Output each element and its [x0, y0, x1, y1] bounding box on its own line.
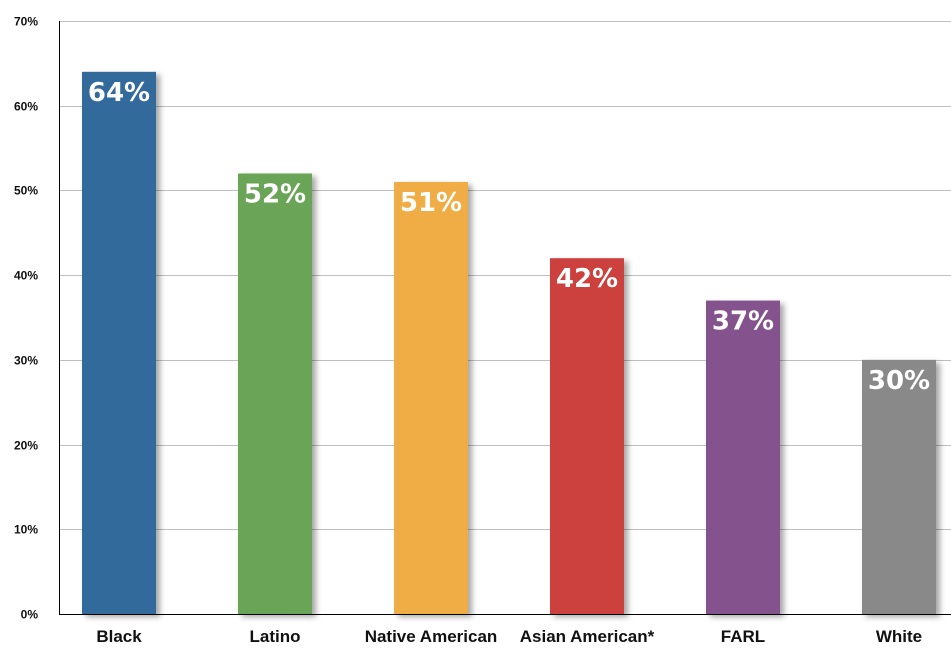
bar-value-label: 37% [712, 307, 774, 337]
bar-value-label: 30% [868, 366, 930, 396]
y-tick-label: 40% [14, 269, 38, 283]
x-category-label: White [876, 627, 922, 646]
x-category-label: Black [96, 627, 142, 646]
bar [82, 71, 156, 615]
y-tick-label: 60% [14, 100, 38, 114]
x-axis-categories: Black Latino Native American Asian American… [96, 627, 922, 646]
x-category-label: Native American [365, 627, 498, 646]
bar [394, 181, 468, 614]
y-tick-label: 0% [21, 608, 39, 622]
axes [59, 21, 951, 615]
y-tick-label: 20% [14, 439, 38, 453]
x-category-label: Latino [250, 627, 301, 646]
bar [550, 258, 624, 614]
gridlines [59, 21, 951, 530]
x-category-label: Asian American* [520, 627, 655, 646]
bar-value-label: 42% [556, 264, 618, 294]
y-tick-label: 30% [14, 354, 38, 368]
bar-value-label: 51% [400, 188, 462, 218]
y-tick-label: 50% [14, 184, 38, 198]
x-category-label: FARL [721, 627, 765, 646]
bar-value-label: 64% [88, 78, 150, 108]
bar-value-labels: 64% 52% 51% 42% 37% 30% [88, 78, 930, 396]
bar [238, 173, 312, 614]
bar [862, 359, 936, 614]
bar [706, 300, 780, 614]
bars [82, 71, 936, 615]
y-tick-label: 10% [14, 523, 38, 537]
y-axis-ticks: 0% 10% 20% 30% 40% 50% 60% 70% [14, 15, 38, 622]
y-tick-label: 70% [14, 15, 38, 29]
bar-value-label: 52% [244, 179, 306, 209]
